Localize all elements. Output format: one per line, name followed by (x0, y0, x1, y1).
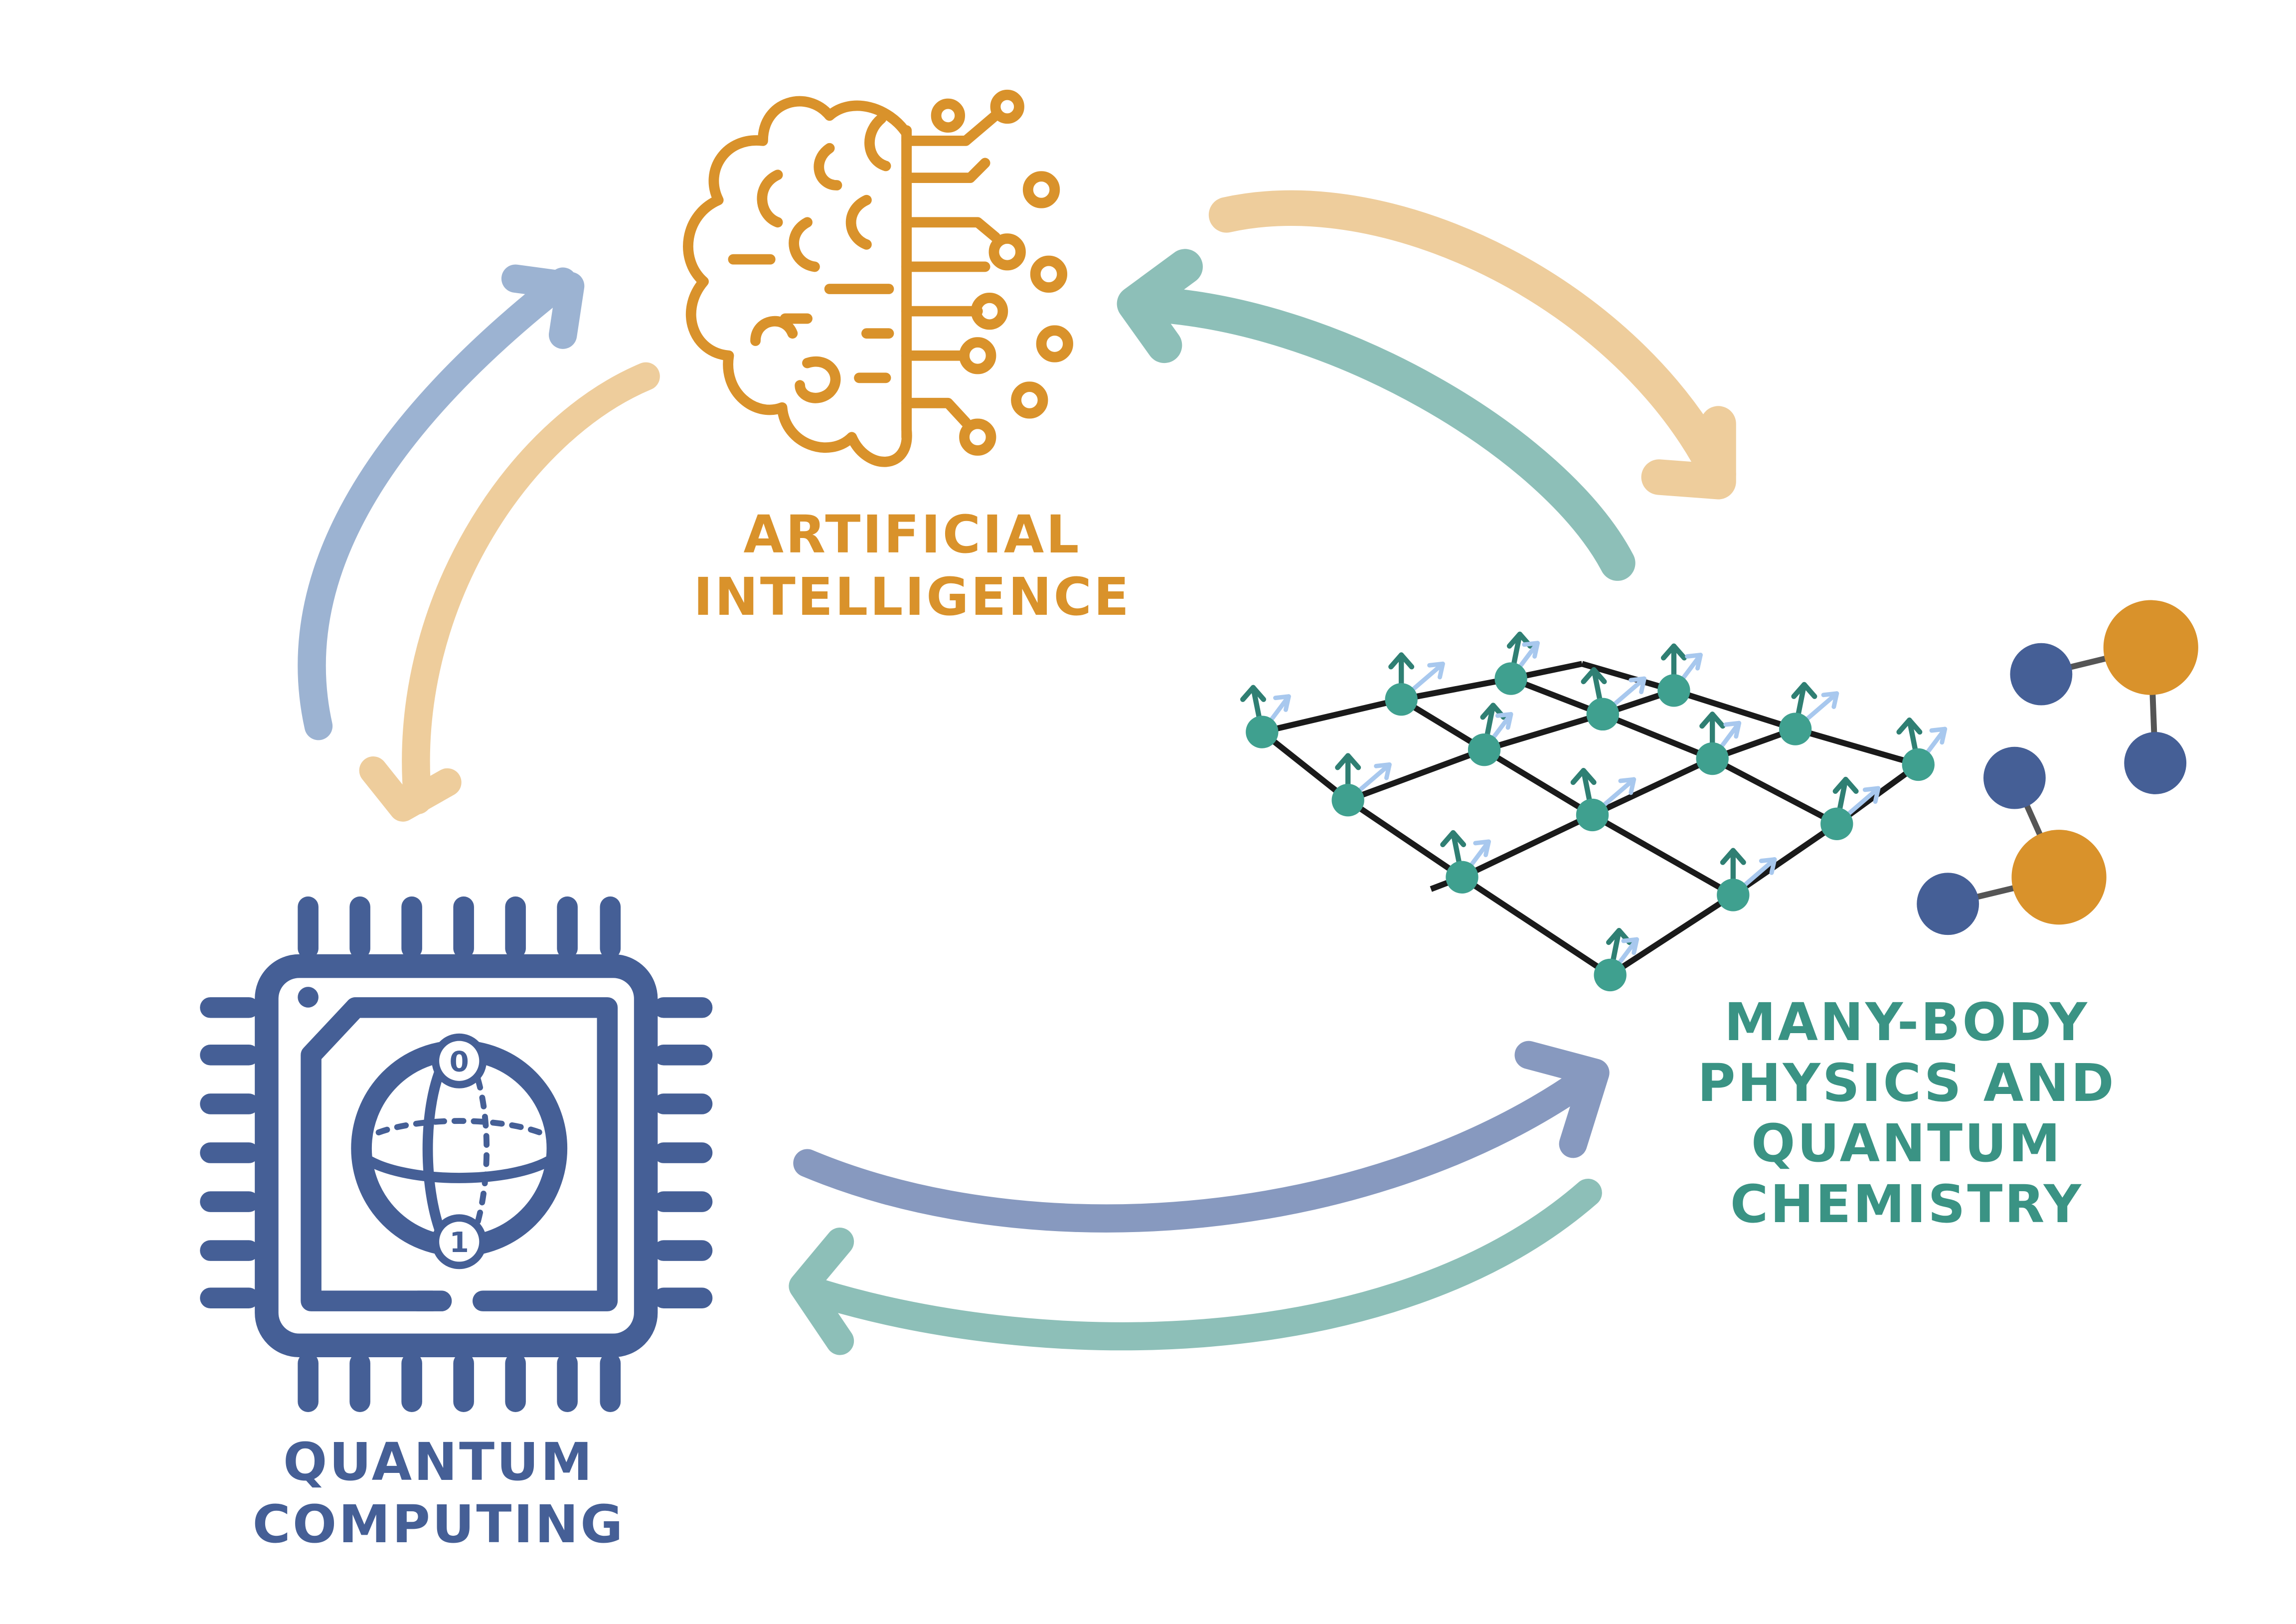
ai-label-line: ARTIFICIAL (743, 504, 1081, 565)
qc-label-line: QUANTUM (283, 1432, 595, 1492)
atom-blue (2124, 732, 2187, 794)
arrow-ai-to-qc (359, 362, 660, 822)
lattice-line (1347, 688, 1675, 803)
spin-site (1240, 685, 1291, 748)
spin-site (1494, 631, 1540, 695)
spin-site (1570, 768, 1637, 832)
mb-label-line: MANY-BODY (1724, 992, 2089, 1053)
chip-dot (298, 987, 319, 1008)
arrow-mb-to-ai (1117, 249, 1636, 581)
qc-label-line: COMPUTING (252, 1493, 625, 1555)
brain-circuit-icon (683, 89, 1073, 467)
ai-label: ARTIFICIAL INTELLIGENCE (638, 504, 1186, 628)
spin-site (1385, 652, 1445, 716)
mb-label-line: CHEMISTRY (1730, 1174, 2084, 1235)
lattice-line (1581, 661, 1919, 768)
arrow-qc-to-ai (298, 264, 585, 740)
atom-blue (2010, 643, 2073, 706)
arrow-qc-to-mb (793, 1041, 1610, 1233)
mb-label-line: QUANTUM (1751, 1113, 2063, 1174)
spin-site (1820, 776, 1881, 840)
spin-site (1440, 830, 1491, 894)
mb-label-line: PHYSICS AND (1697, 1052, 2116, 1113)
spin-site (1696, 712, 1742, 775)
spin-site (1896, 718, 1948, 781)
spin-site (1468, 703, 1513, 766)
qc-label: QUANTUM COMPUTING (164, 1431, 713, 1556)
spin-site (1594, 928, 1640, 992)
quantum-chip-icon (200, 896, 713, 1413)
ai-label-line: INTELLIGENCE (693, 566, 1131, 627)
qubit-state-1: 1 (450, 1227, 469, 1259)
atom-blue (1917, 873, 1979, 935)
spin-site (1779, 682, 1839, 745)
lattice-line (1400, 697, 1735, 898)
lattice-line (1261, 661, 1583, 735)
arrow-ai-to-mb (1208, 190, 1736, 500)
atom-blue (1983, 746, 2046, 809)
spin-site (1581, 667, 1646, 731)
spin-site (1331, 753, 1392, 817)
atom-orange (2011, 830, 2107, 925)
lattice-line (1260, 729, 1612, 978)
lattice-line (1461, 726, 1797, 880)
qubit-state-0: 0 (450, 1046, 469, 1079)
arrow-mb-to-qc (789, 1178, 1602, 1355)
spin-site (1717, 848, 1777, 911)
lattice-line (1509, 676, 1838, 827)
atom-orange (2103, 600, 2198, 695)
mb-label: MANY-BODY PHYSICS AND QUANTUM CHEMISTRY (1615, 992, 2198, 1235)
spin-lattice-icon (1240, 631, 1948, 992)
spin-site (1657, 643, 1703, 707)
molecule-icon (1917, 600, 2198, 935)
